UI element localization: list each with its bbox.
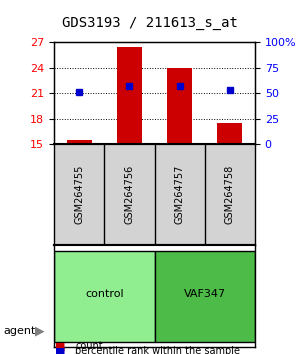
Text: GDS3193 / 211613_s_at: GDS3193 / 211613_s_at — [62, 16, 238, 30]
Text: GSM264758: GSM264758 — [225, 165, 235, 224]
Text: ■: ■ — [55, 346, 65, 354]
Text: control: control — [85, 289, 124, 299]
Text: agent: agent — [3, 326, 35, 336]
Text: VAF347: VAF347 — [184, 289, 226, 299]
Bar — [217, 123, 242, 144]
Text: ▶: ▶ — [34, 325, 44, 337]
Text: GSM264756: GSM264756 — [124, 165, 134, 224]
Text: GSM264755: GSM264755 — [74, 165, 84, 224]
Bar — [167, 68, 192, 144]
FancyBboxPatch shape — [154, 251, 255, 342]
Bar — [117, 47, 142, 144]
Text: GSM264757: GSM264757 — [175, 165, 184, 224]
Bar — [67, 140, 92, 144]
Text: count: count — [75, 341, 103, 351]
FancyBboxPatch shape — [54, 251, 154, 342]
Text: percentile rank within the sample: percentile rank within the sample — [75, 346, 240, 354]
Text: ■: ■ — [55, 341, 65, 351]
